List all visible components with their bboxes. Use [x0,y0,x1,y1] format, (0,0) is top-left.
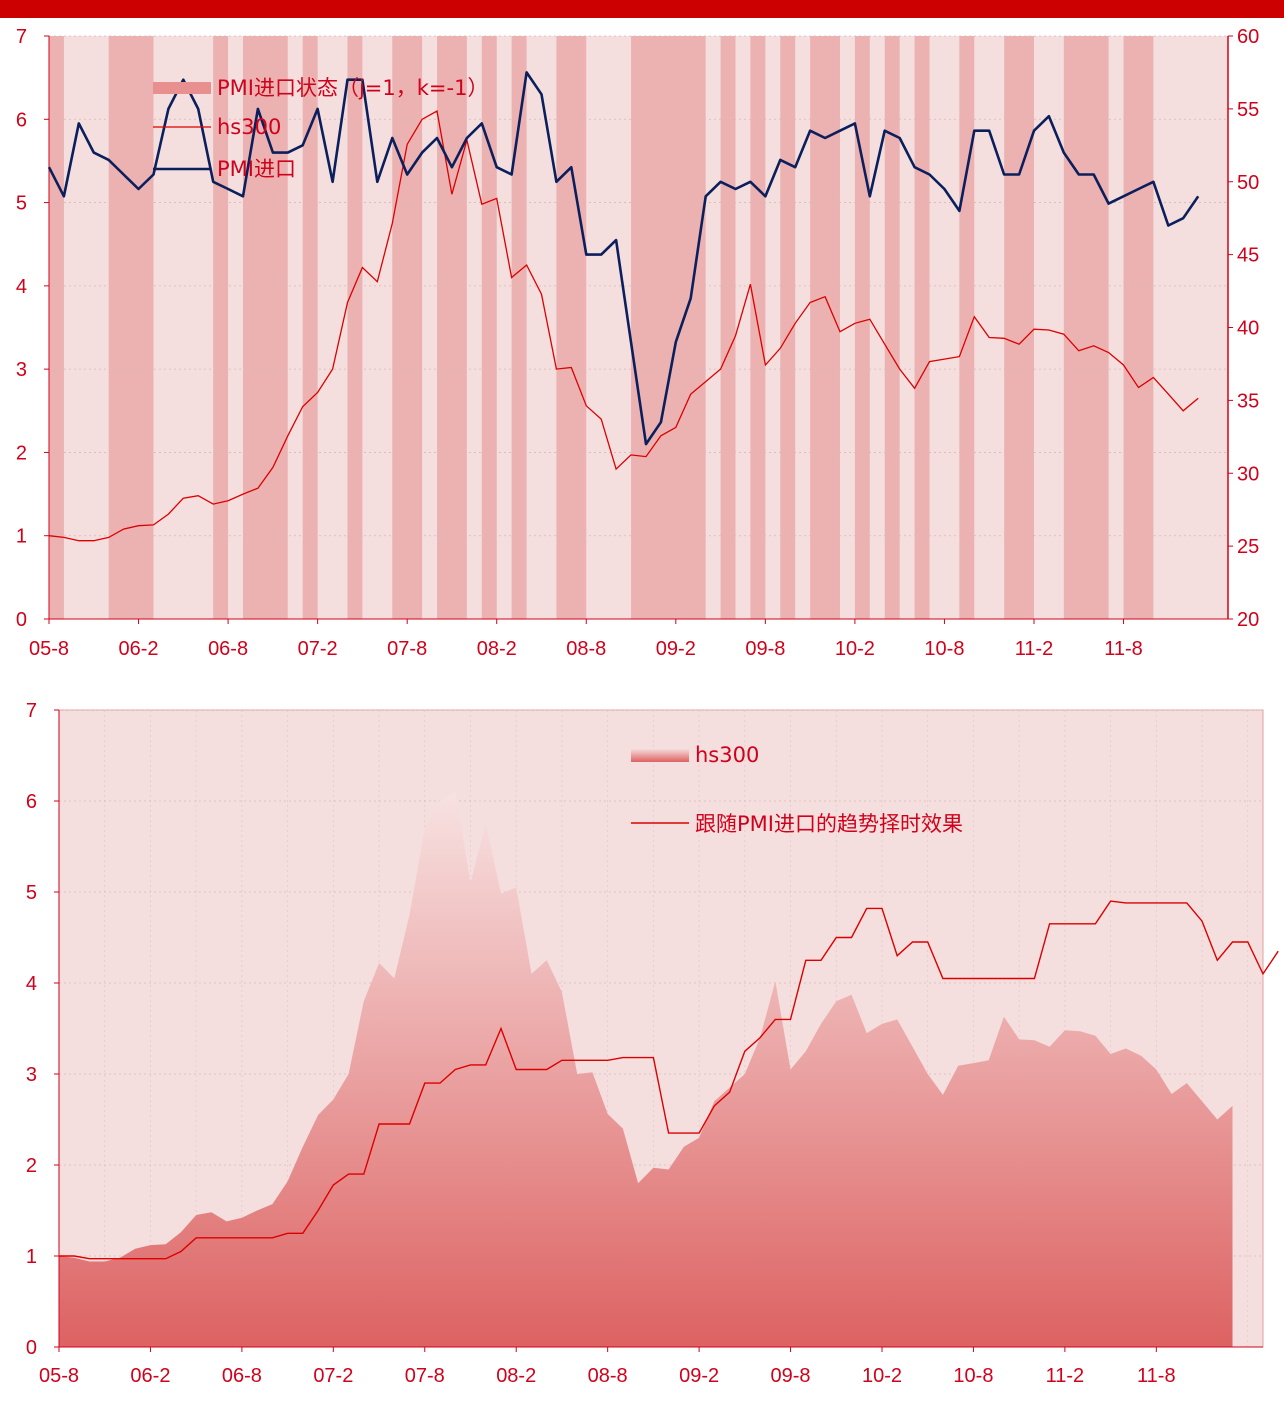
series-line-hs300 [48,109,1199,542]
x-tick-label: 06-2 [130,1365,170,1387]
state-band [1004,36,1034,619]
state-band [437,36,467,619]
x-tick-label: 07-8 [387,638,427,660]
y-tick-label: 5 [26,882,37,904]
y-left-tick-label: 6 [16,109,27,131]
state-band [959,36,975,619]
timing-effect-chart: 0 1 2 3 4 5 6 7 05-8 06-2 06-8 07-2 07-8 08-2 08-8 09-2… [26,700,1279,1387]
y-right-tick-label: 60 [1237,26,1259,48]
state-band [780,36,796,619]
state-band [1123,36,1154,619]
x-tick-label: 08-2 [496,1365,536,1387]
y-right-tick-label: 50 [1237,172,1259,194]
state-band [392,36,423,619]
y-tick-label: 2 [26,1155,37,1177]
x-tick-label: 07-2 [298,638,338,660]
state-band [213,36,229,619]
y-left-tick-label: 4 [16,276,27,298]
x-tick-label: 10-8 [924,638,964,660]
x-tick-label: 11-2 [1046,1365,1085,1387]
x-tick-label: 08-2 [477,638,517,660]
state-band [347,36,363,619]
x-tick-label: 08-8 [566,638,606,660]
x-tick-label: 09-8 [771,1365,811,1387]
legend-label: PMI进口 [217,157,296,181]
x-tick-label: 07-8 [405,1365,445,1387]
y-left-tick-label: 7 [16,26,27,48]
x-tick-label: 06-8 [208,638,248,660]
legend-swatch-hs300 [631,748,689,762]
state-band [511,36,527,619]
legend-label: 跟随PMI进口的趋势择时效果 [695,812,963,836]
y-left-tick-label: 0 [16,609,27,631]
state-band [49,36,64,619]
series-line-timing [59,900,1279,1260]
y-right-tick-label: 20 [1237,609,1259,631]
top-banner [0,0,1284,18]
state-band [854,36,870,619]
state-band [481,36,497,619]
x-tick-label: 11-8 [1137,1365,1176,1387]
y-right-tick-label: 25 [1237,536,1259,558]
x-tick-label: 05-8 [29,638,69,660]
state-band [884,36,900,619]
x-tick-label: 07-2 [313,1365,353,1387]
x-tick-label: 11-8 [1104,638,1143,660]
y-left-tick-label: 2 [16,442,27,464]
y-tick-label: 0 [26,1337,37,1359]
y-left-tick-label: 3 [16,359,27,381]
series-line-pmi [47,71,1200,446]
x-tick-label: 10-2 [835,638,875,660]
state-band [302,36,318,619]
y-tick-label: 6 [26,791,37,813]
state-band [556,36,587,619]
state-band [631,36,706,619]
y-tick-label: 1 [26,1246,37,1268]
x-tick-label: 10-2 [862,1365,902,1387]
x-tick-label: 09-2 [679,1365,719,1387]
y-right-tick-label: 35 [1237,390,1259,412]
x-tick-label: 10-8 [953,1365,993,1387]
state-band [108,36,154,619]
state-band [1063,36,1109,619]
legend-label: PMI进口状态（j=1，k=-1） [217,76,488,100]
legend-swatch-state [153,82,211,94]
y-tick-label: 4 [26,973,37,995]
x-tick-label: 06-2 [119,638,159,660]
x-tick-label: 06-8 [222,1365,262,1387]
x-tick-label: 09-8 [745,638,785,660]
x-tick-label: 08-8 [588,1365,628,1387]
legend-label: hs300 [217,115,281,139]
x-tick-label: 05-8 [39,1365,79,1387]
y-left-tick-label: 5 [16,193,27,215]
state-band [810,36,840,619]
y-right-tick-label: 40 [1237,318,1259,340]
state-band [914,36,930,619]
y-right-tick-label: 30 [1237,463,1259,485]
y-tick-label: 3 [26,1064,37,1086]
series-area-hs300 [59,791,1233,1347]
y-left-tick-label: 1 [16,526,27,548]
x-tick-label: 09-2 [656,638,696,660]
state-band [720,36,736,619]
legend-label: hs300 [695,743,759,767]
y-right-tick-label: 55 [1237,99,1259,121]
x-tick-label: 11-2 [1015,638,1054,660]
y-right-tick-label: 45 [1237,245,1259,267]
y-tick-label: 7 [26,700,37,722]
